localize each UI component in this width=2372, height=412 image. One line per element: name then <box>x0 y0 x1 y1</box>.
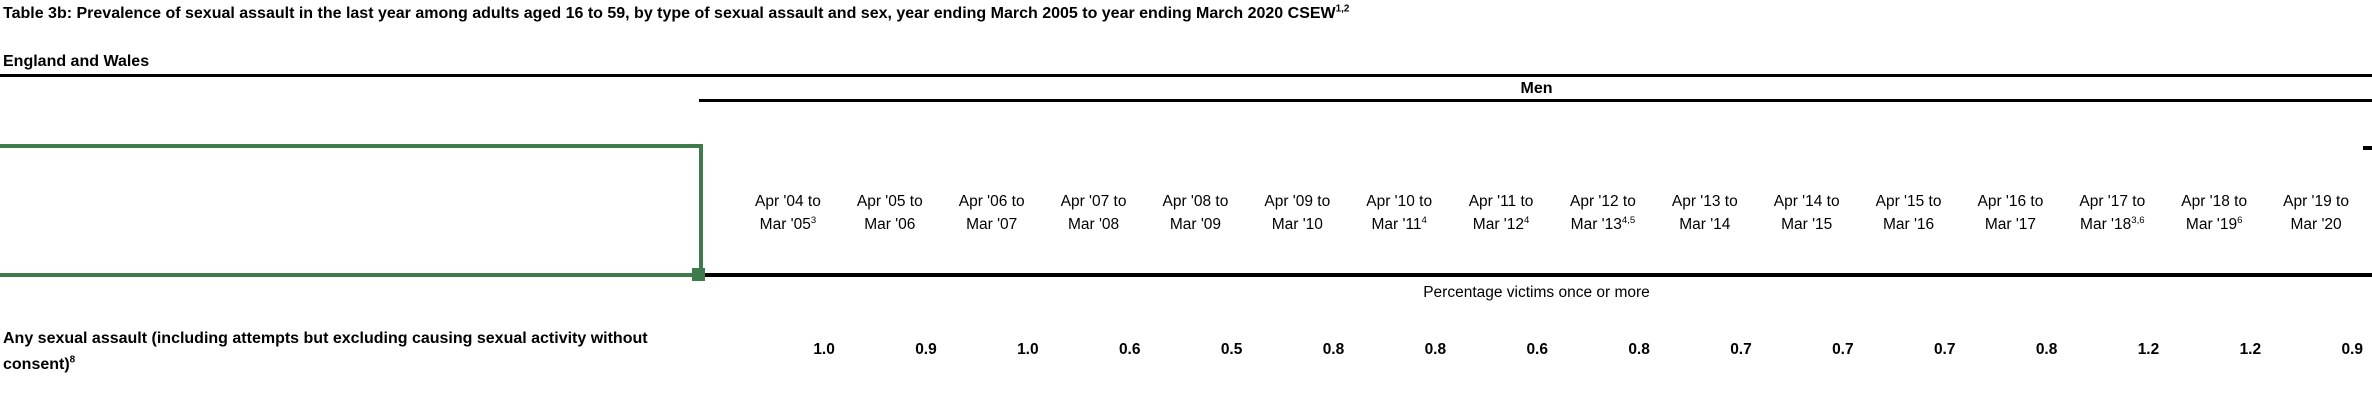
cell-selection-box[interactable] <box>0 144 703 277</box>
value-cell[interactable]: 0.8 <box>1424 341 1447 358</box>
table-title[interactable]: Table 3b: Prevalence of sexual assault i… <box>3 3 1350 23</box>
column-header[interactable]: Apr '14 to Mar '15 <box>1773 193 1840 233</box>
value-cell[interactable]: 0.5 <box>1220 341 1243 358</box>
header-separator-rule <box>0 273 2372 277</box>
column-footnote-marker: 4 <box>1523 214 1530 226</box>
column-header[interactable]: Apr '06 to Mar '07 <box>958 193 1025 233</box>
column-header[interactable]: Apr '16 to Mar '17 <box>1977 193 2044 233</box>
column-header[interactable]: Apr '15 to Mar '16 <box>1875 193 1942 233</box>
region-underline-rule <box>0 74 2372 77</box>
men-group-underline-rule <box>699 99 2372 102</box>
column-header[interactable]: Apr '05 to Mar '06 <box>856 193 923 233</box>
column-header[interactable]: Apr '17 to Mar '183,6 <box>2079 193 2146 233</box>
column-footnote-marker: 3,6 <box>2131 214 2145 226</box>
selection-fill-handle[interactable] <box>692 268 705 281</box>
adjacent-cell-border-fragment <box>2363 146 2372 150</box>
row-label-footnote-marker: 8 <box>69 354 76 366</box>
value-cell[interactable]: 0.7 <box>1933 341 1956 358</box>
column-footnote-marker: 3 <box>810 214 817 226</box>
value-cell[interactable]: 0.9 <box>915 341 937 358</box>
values-row: 1.0 0.9 1.0 0.6 0.5 0.8 0.8 0.6 0.8 0.7 0.7 0.7 0.8 1… <box>737 341 2367 359</box>
region-label[interactable]: England and Wales <box>3 53 150 70</box>
column-header[interactable]: Apr '07 to Mar '08 <box>1060 193 1127 233</box>
value-cell[interactable]: 1.0 <box>1017 341 1039 358</box>
value-cell[interactable]: 0.6 <box>1526 341 1548 358</box>
table-title-text: Table 3b: Prevalence of sexual assault i… <box>3 5 1336 22</box>
value-cell[interactable]: 0.8 <box>1322 341 1345 358</box>
column-header[interactable]: Apr '04 to Mar '053 <box>755 193 821 233</box>
row-label-text: Any sexual assault (including attempts b… <box>3 330 648 373</box>
value-cell[interactable]: 0.8 <box>1628 341 1650 358</box>
column-header[interactable]: Apr '12 to Mar '134,5 <box>1570 193 1636 233</box>
value-cell[interactable]: 0.9 <box>2341 341 2363 358</box>
value-cell[interactable]: 0.7 <box>1730 341 1752 358</box>
value-cell[interactable]: 0.8 <box>2035 341 2058 358</box>
column-footnote-marker: 4 <box>1421 214 1427 226</box>
table-title-footnote-marker: 1,2 <box>1335 3 1350 15</box>
value-cell[interactable]: 0.6 <box>1118 341 1141 358</box>
group-header-men[interactable]: Men <box>1520 80 1553 97</box>
column-header[interactable]: Apr '13 to Mar '14 <box>1671 193 1738 233</box>
row-label[interactable]: Any sexual assault (including attempts b… <box>3 326 703 378</box>
column-header[interactable]: Apr '19 to Mar '20 <box>2283 193 2349 233</box>
column-header[interactable]: Apr '10 to Mar '114 <box>1366 193 1433 233</box>
column-headers-row: Apr '04 to Mar '053 Apr '05 to Mar '06 Apr '… <box>737 190 2367 236</box>
value-cell[interactable]: 0.7 <box>1832 341 1854 358</box>
column-header[interactable]: Apr '08 to Mar '09 <box>1162 193 1229 233</box>
column-header[interactable]: Apr '11 to Mar '124 <box>1468 193 1534 233</box>
column-header[interactable]: Apr '09 to Mar '10 <box>1264 193 1331 233</box>
column-footnote-marker: 4,5 <box>1621 214 1636 226</box>
value-cell[interactable]: 1.0 <box>813 341 835 358</box>
column-header[interactable]: Apr '18 to Mar '196 <box>2181 193 2248 233</box>
column-footnote-marker: 6 <box>2237 214 2243 226</box>
value-cell[interactable]: 1.2 <box>2239 341 2262 358</box>
value-cell[interactable]: 1.2 <box>2137 341 2160 358</box>
unit-header[interactable]: Percentage victims once or more <box>1423 284 1650 301</box>
